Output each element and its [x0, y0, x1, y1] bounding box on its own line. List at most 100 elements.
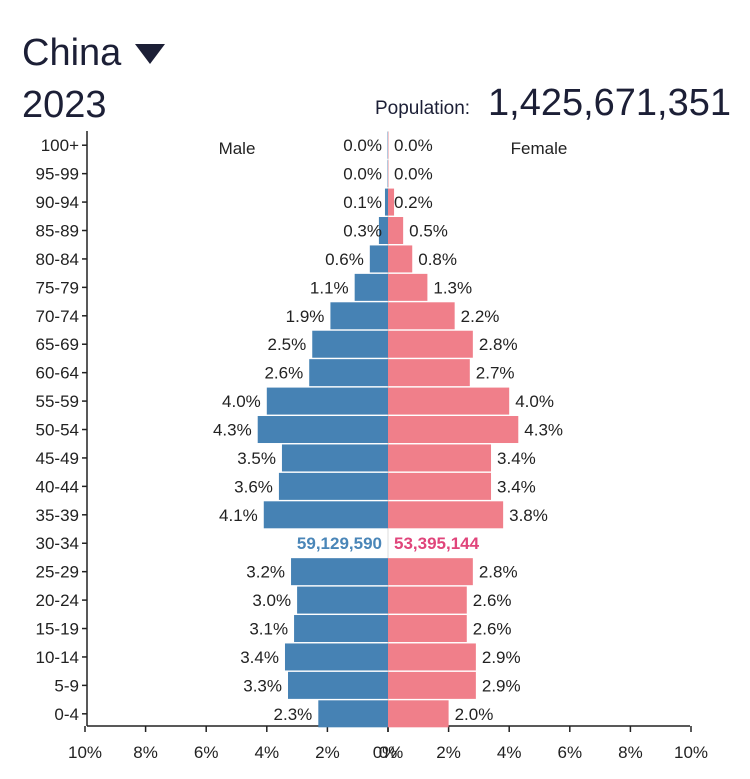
bar-male [284, 643, 388, 671]
bar-male [257, 416, 388, 444]
bar-female [388, 302, 455, 330]
bar-male [330, 302, 388, 330]
data-label-male: 2.6% [264, 364, 303, 383]
dropdown-arrow-icon[interactable] [135, 44, 165, 64]
bar-male [291, 558, 388, 586]
data-label-female: 3.8% [509, 506, 548, 525]
x-tick-label: 2% [315, 743, 340, 762]
data-label-male: 3.5% [237, 449, 276, 468]
bar-female [388, 700, 449, 728]
data-label-female: 2.9% [482, 676, 521, 695]
population-value: 1,425,671,351 [488, 82, 732, 124]
bar-female [388, 586, 467, 614]
y-tick-label: 30-34 [36, 534, 79, 553]
bar-male [384, 188, 388, 216]
y-tick-label: 25-29 [36, 563, 79, 582]
data-label-male: 3.0% [252, 591, 291, 610]
bar-female [388, 330, 473, 358]
data-label-female: 0.8% [418, 250, 457, 269]
y-tick-label: 45-49 [36, 449, 79, 468]
bar-female [388, 387, 510, 415]
bar-male [263, 501, 388, 529]
y-tick-label: 50-54 [36, 421, 79, 440]
x-tick-label: 4% [497, 743, 522, 762]
data-label-female: 0.2% [394, 193, 433, 212]
bar-female [388, 671, 476, 699]
bar-female [388, 359, 470, 387]
data-label-female: 2.8% [479, 563, 518, 582]
year-title: 2023 [22, 84, 107, 126]
bar-female [388, 501, 504, 529]
data-label-male: 3.2% [246, 563, 285, 582]
x-tick-label: 0% [373, 743, 398, 762]
data-label-female: 2.7% [476, 364, 515, 383]
bar-female [388, 273, 428, 301]
y-tick-label: 100+ [41, 136, 79, 155]
y-tick-label: 65-69 [36, 335, 79, 354]
x-tick-label: 8% [618, 743, 643, 762]
y-tick-label: 85-89 [36, 222, 79, 241]
data-label-female: 2.8% [479, 335, 518, 354]
y-tick-label: 60-64 [36, 364, 79, 383]
data-label-male: 2.3% [274, 705, 313, 724]
data-label-female: 4.0% [515, 392, 554, 411]
data-label-male: 0.0% [343, 165, 382, 184]
data-label-male: 3.1% [249, 620, 288, 639]
x-tick-label: 6% [194, 743, 219, 762]
y-tick-label: 40-44 [36, 477, 79, 496]
data-label-male: 4.1% [219, 506, 258, 525]
bar-male [378, 217, 388, 245]
bar-male [266, 387, 388, 415]
highlight-female-count: 53,395,144 [394, 534, 480, 553]
data-label-female: 1.3% [433, 278, 472, 297]
population-label: Population: [375, 98, 471, 119]
bar-male [318, 700, 388, 728]
y-tick-label: 80-84 [36, 250, 79, 269]
data-label-male: 0.0% [343, 136, 382, 155]
y-tick-label: 20-24 [36, 591, 79, 610]
data-label-male: 3.3% [243, 676, 282, 695]
y-tick-label: 10-14 [36, 648, 79, 667]
y-tick-label: 90-94 [36, 193, 79, 212]
y-tick-label: 75-79 [36, 278, 79, 297]
data-label-male: 0.3% [343, 222, 382, 241]
x-tick-label: 8% [133, 743, 158, 762]
data-label-female: 0.5% [409, 222, 448, 241]
bar-female [388, 245, 413, 273]
y-tick-label: 70-74 [36, 307, 79, 326]
bar-male [281, 444, 388, 472]
y-tick-label: 35-39 [36, 506, 79, 525]
bar-male [294, 615, 388, 643]
x-tick-label: 0% [379, 743, 404, 762]
bar-male [354, 273, 388, 301]
x-tick-label: 10% [68, 743, 102, 762]
bar-female [388, 643, 476, 671]
data-label-female: 2.9% [482, 648, 521, 667]
y-tick-label: 0-4 [54, 705, 79, 724]
data-label-male: 4.3% [213, 421, 252, 440]
bar-male [309, 359, 388, 387]
bar-male [288, 671, 388, 699]
data-label-female: 0.0% [394, 136, 433, 155]
bar-female [388, 217, 404, 245]
data-label-female: 4.3% [524, 421, 563, 440]
x-tick-label: 2% [436, 743, 461, 762]
bar-male [297, 586, 388, 614]
highlight-male-count: 59,129,590 [297, 534, 382, 553]
y-tick-label: 55-59 [36, 392, 79, 411]
data-label-female: 3.4% [497, 449, 536, 468]
country-title: China [22, 32, 122, 74]
bar-male [312, 330, 388, 358]
data-label-male: 3.4% [240, 648, 279, 667]
data-label-female: 0.0% [394, 165, 433, 184]
bar-female [388, 416, 519, 444]
data-label-male: 1.1% [310, 278, 349, 297]
data-label-female: 2.2% [461, 307, 500, 326]
bar-female [388, 558, 473, 586]
bar-female [388, 472, 492, 500]
bar-male [369, 245, 388, 273]
data-label-female: 2.6% [473, 620, 512, 639]
y-tick-label: 5-9 [54, 676, 79, 695]
data-label-female: 3.4% [497, 477, 536, 496]
